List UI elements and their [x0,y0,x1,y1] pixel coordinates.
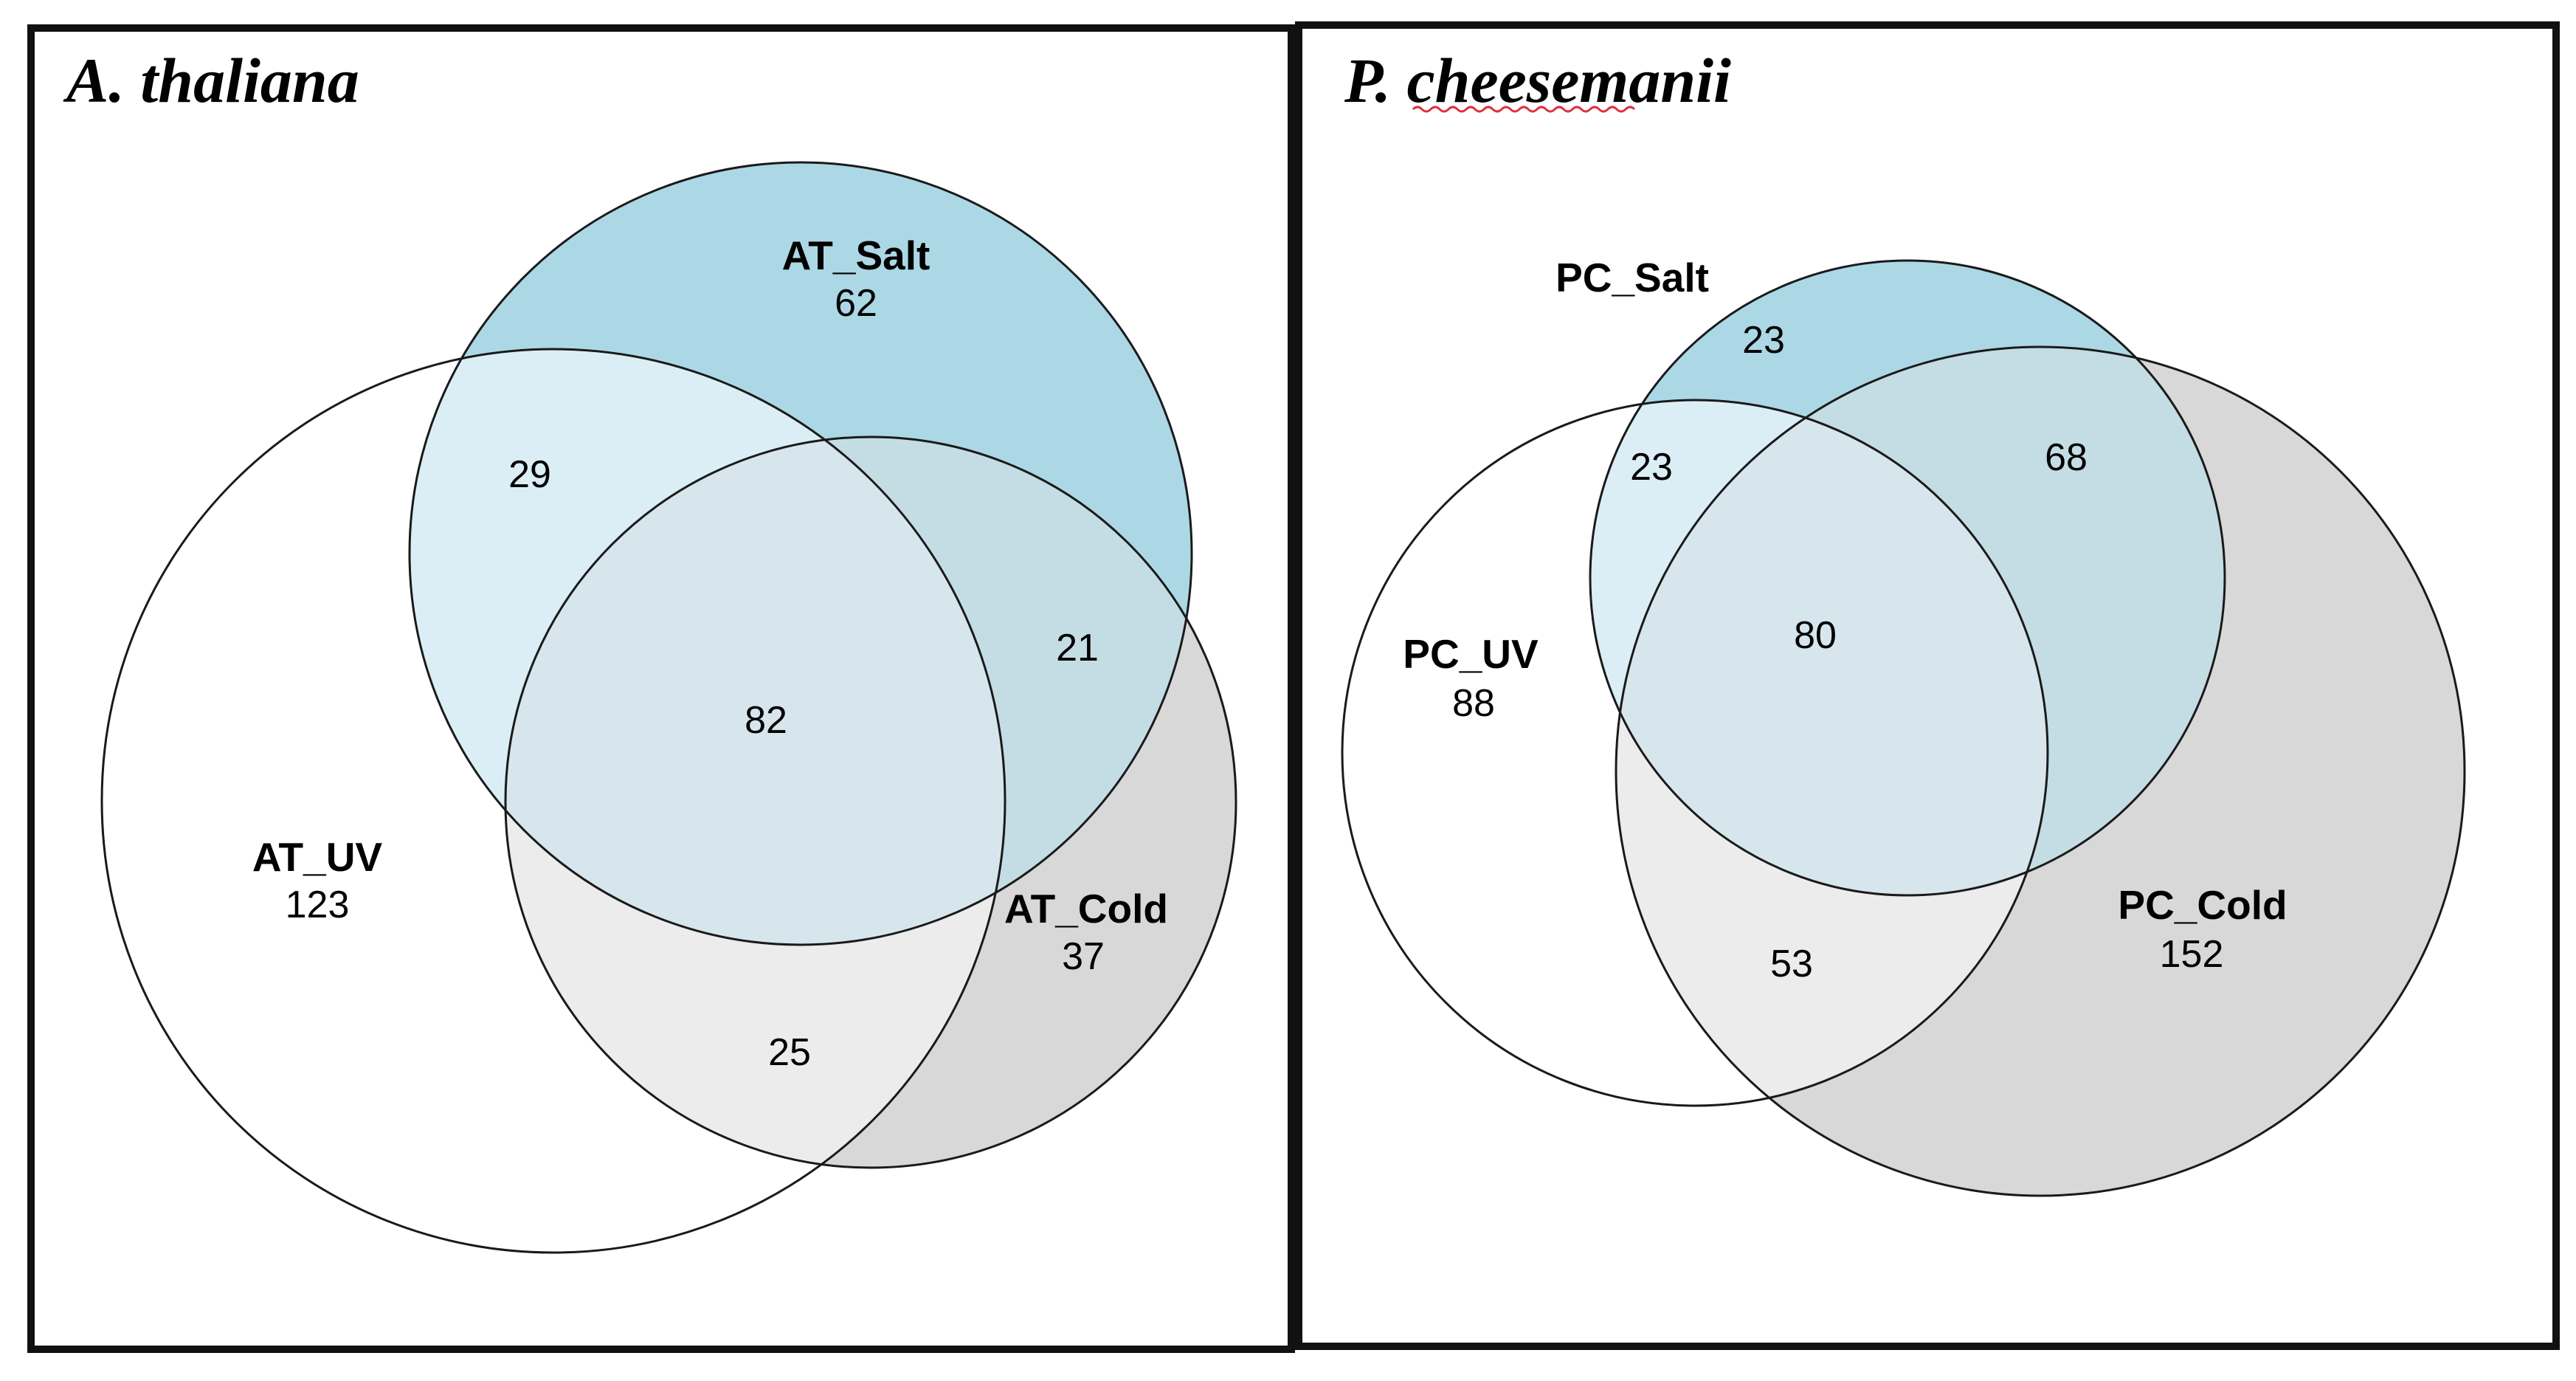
panel-b-all-region [1616,400,2048,895]
panel-b-title: P. cheesemanii [1344,45,1731,116]
panel-b-spellcheck-underline [1412,106,1636,113]
panel-a-title: A. thaliana [63,45,359,116]
panel-a-cold-outline [504,435,1237,1169]
panel-b-salt-outline [1589,259,2226,897]
panel-a-salt-uv-count: 29 [508,453,551,496]
panel-p-cheesemanii: P. cheesemanii [1295,21,2560,1350]
panel-b-salt-cold-count: 68 [2045,436,2088,479]
panel-a-venn [100,161,1237,1254]
panel-a-uv-label: AT_UV [252,834,383,880]
panel-a-thaliana: A. thaliana [27,24,1295,1353]
panel-a-uv-outline [100,348,1006,1254]
panel-a-salt-label: AT_Salt [782,233,930,278]
panel-b-cold-label: PC_Cold [2118,882,2287,928]
panel-b-cold-count: 152 [2160,933,2224,976]
panel-b-uv-outline [1341,399,2049,1107]
panel-b-uv-count: 88 [1452,682,1495,725]
panel-b-salt-uv-count: 23 [1630,446,1673,489]
panel-b-venn [1341,259,2466,1197]
panel-a-all-region [505,437,1005,945]
panel-b-uv-label: PC_UV [1403,631,1539,677]
panel-a-salt-cold-count: 21 [1056,627,1099,669]
panel-b-salt-label: PC_Salt [1555,255,1709,300]
panel-b-uv-cold-count: 53 [1770,943,1813,985]
panel-a-cold-label: AT_Cold [1004,886,1168,931]
panel-a-cold-count: 37 [1062,935,1105,978]
panel-a-uv-cold-count: 25 [768,1031,811,1074]
panel-a-uv-count: 123 [286,884,350,926]
panel-b-cold-outline [1615,345,2466,1197]
panel-a-salt-count: 62 [835,282,877,325]
panel-b-salt-count: 23 [1742,319,1785,362]
panel-b-all-count: 80 [1794,614,1837,657]
panel-a-salt-outline [408,161,1193,946]
panel-a-all-count: 82 [745,699,787,742]
